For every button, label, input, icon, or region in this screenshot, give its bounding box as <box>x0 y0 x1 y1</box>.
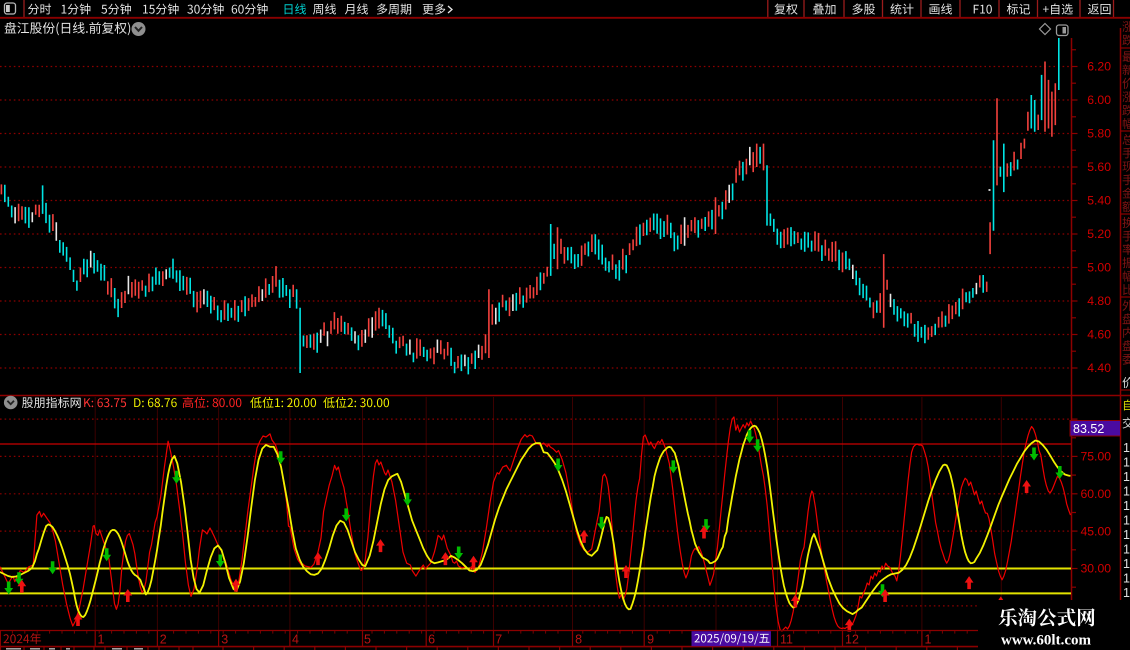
svg-text:5: 5 <box>364 632 371 646</box>
svg-text:6.00: 6.00 <box>1087 93 1111 107</box>
svg-text:4.60: 4.60 <box>1087 328 1111 342</box>
svg-text:5.60: 5.60 <box>1087 160 1111 174</box>
svg-text:1: 1 <box>1123 470 1130 484</box>
svg-text:6.20: 6.20 <box>1087 60 1111 74</box>
svg-text:5.80: 5.80 <box>1087 127 1111 141</box>
svg-text:1: 1 <box>925 632 932 646</box>
svg-text:45.00: 45.00 <box>1081 524 1112 538</box>
svg-text:1: 1 <box>1123 514 1130 528</box>
svg-text:5.00: 5.00 <box>1087 261 1111 275</box>
svg-text:1: 1 <box>1123 441 1130 455</box>
svg-text:12: 12 <box>845 632 859 646</box>
svg-text:1: 1 <box>1123 572 1130 586</box>
svg-text:5.40: 5.40 <box>1087 194 1111 208</box>
svg-text:3: 3 <box>221 632 228 646</box>
svg-text:2: 2 <box>160 632 167 646</box>
svg-text:11: 11 <box>780 632 793 646</box>
svg-text:75.00: 75.00 <box>1081 450 1112 464</box>
svg-text:60.00: 60.00 <box>1081 487 1112 501</box>
svg-text:7: 7 <box>495 632 502 646</box>
svg-text:9: 9 <box>647 632 654 646</box>
svg-text:1: 1 <box>98 632 105 646</box>
svg-text:1: 1 <box>1123 499 1130 513</box>
svg-text:4.40: 4.40 <box>1087 361 1111 375</box>
svg-text:5.20: 5.20 <box>1087 227 1111 241</box>
svg-text:6: 6 <box>428 632 435 646</box>
svg-text:www.60lt.com: www.60lt.com <box>1001 633 1091 649</box>
svg-text:4.80: 4.80 <box>1087 294 1111 308</box>
svg-text:83.52: 83.52 <box>1073 422 1104 436</box>
svg-text:1: 1 <box>1123 456 1130 470</box>
svg-text:4: 4 <box>292 632 299 646</box>
svg-text:8: 8 <box>575 632 582 646</box>
svg-text:1: 1 <box>1123 528 1130 542</box>
svg-text:1: 1 <box>1123 543 1130 557</box>
svg-text:1: 1 <box>1123 586 1130 600</box>
svg-text:30.00: 30.00 <box>1081 562 1112 576</box>
svg-text:1: 1 <box>1123 485 1130 499</box>
svg-text:1: 1 <box>1123 557 1130 571</box>
